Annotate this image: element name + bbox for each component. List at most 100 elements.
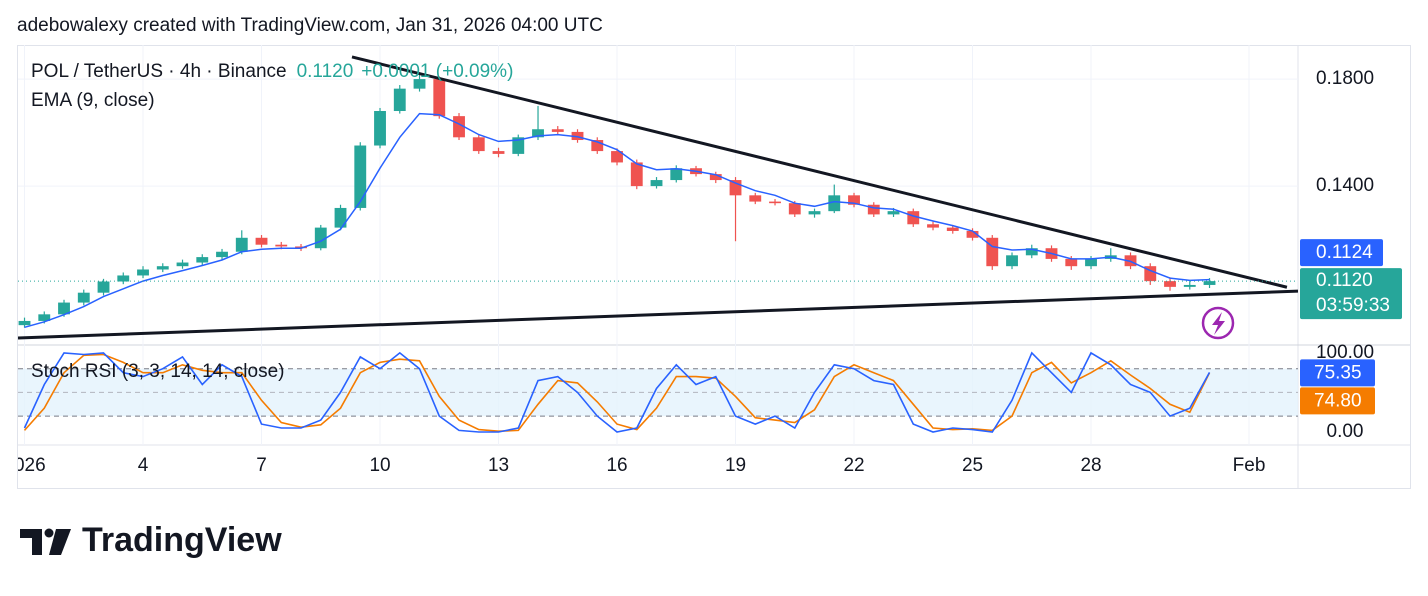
indicator-tag xyxy=(1300,359,1375,387)
trend-line xyxy=(351,55,1288,289)
stoch-line xyxy=(23,353,1211,433)
chart-frame xyxy=(17,45,1411,489)
x-tick-label: 28 xyxy=(1080,455,1101,476)
candle-body xyxy=(966,230,979,238)
candle-body xyxy=(314,227,327,249)
ema-tag-label: 0.1124 xyxy=(1316,242,1373,263)
alert-icon[interactable] xyxy=(1201,306,1235,340)
candle-body xyxy=(848,195,860,205)
candle-body xyxy=(1006,255,1018,267)
indicator-tag xyxy=(1300,387,1375,415)
candle-body xyxy=(788,203,801,215)
y-tick-label: 0.1800 xyxy=(1316,68,1374,89)
x-tick-label: 22 xyxy=(843,455,864,476)
indicator-tag-label: 74.80 xyxy=(1314,390,1362,411)
x-tick-label: 13 xyxy=(488,455,509,476)
legend: POL / TetherUS · 4h · Binance 0.1120 +0.00… xyxy=(31,61,513,382)
candle-body xyxy=(1203,281,1216,285)
candle-body xyxy=(986,237,999,267)
candle-body xyxy=(137,269,149,276)
x-tick-label: 10 xyxy=(369,455,390,476)
candle-body xyxy=(571,131,584,141)
candle-body xyxy=(1183,284,1196,287)
price-tag xyxy=(1300,268,1402,320)
symbol-title: POL / TetherUS · 4h · Binance xyxy=(31,61,287,82)
price-tag-label: 0.1120 xyxy=(1316,270,1373,291)
candle-body xyxy=(275,244,288,247)
ema-line xyxy=(24,112,1210,329)
candle-body xyxy=(1144,266,1157,282)
candle-body xyxy=(38,314,51,321)
attribution: adebowalexy created with TradingView.com… xyxy=(17,15,603,36)
x-tick-label: 7 xyxy=(256,455,267,476)
candle-body xyxy=(551,129,564,132)
logo-mark xyxy=(49,529,71,555)
logo-mark xyxy=(44,528,54,538)
price-change: +0.0001 (+0.09%) xyxy=(361,61,513,82)
candle-body xyxy=(77,292,90,303)
candle-body xyxy=(453,116,465,138)
brand-logo[interactable]: TradingView xyxy=(20,521,282,559)
candle-body xyxy=(749,195,762,202)
candle-body xyxy=(176,262,189,267)
candle-body xyxy=(58,302,70,315)
candle-body xyxy=(1025,248,1038,256)
candle-body xyxy=(887,211,900,215)
candle-body xyxy=(393,88,406,112)
last-price: 0.1120 xyxy=(297,61,354,82)
candle-body xyxy=(235,237,248,252)
candle-body xyxy=(156,266,169,270)
candle-body xyxy=(670,168,683,181)
indicator-pane xyxy=(18,351,1298,433)
countdown: 03:59:33 xyxy=(1316,295,1390,316)
ema-legend: EMA (9, close) xyxy=(31,90,155,111)
candle-body xyxy=(413,79,426,89)
candle-body xyxy=(946,227,959,231)
candle-body xyxy=(769,201,781,204)
candle-body xyxy=(532,129,544,138)
candle-body xyxy=(18,320,31,326)
ema-tag xyxy=(1300,239,1383,267)
trend-line xyxy=(18,289,1298,340)
candle-body xyxy=(472,137,485,152)
candle-body xyxy=(808,211,821,215)
x-tick-label: 4 xyxy=(138,455,149,476)
candle-body xyxy=(729,180,742,196)
x-tick-label: 2026 xyxy=(3,455,45,476)
candle-body xyxy=(492,151,505,154)
logo-mark xyxy=(20,529,42,555)
price-pane: 2026 4 7 10 13 16 19 22 25 28 Feb xyxy=(3,55,1298,476)
stoch-line xyxy=(23,351,1211,433)
axes: 0.1400 0.1800 0.1120 03:59:33 0.1124 100.00 0.… xyxy=(1300,68,1402,442)
candle-body xyxy=(591,140,604,152)
x-tick-label: Feb xyxy=(1233,455,1266,476)
indicator-legend: Stoch RSI (3, 3, 14, 14, close) xyxy=(31,361,284,382)
candle-body xyxy=(255,237,268,245)
x-tick-label: 25 xyxy=(962,455,983,476)
candle-body xyxy=(196,257,209,263)
indicator-tag-label: 75.35 xyxy=(1314,362,1362,383)
candle-body xyxy=(354,145,367,208)
candle-body xyxy=(907,211,920,225)
indicator-tick-label: 0.00 xyxy=(1327,421,1364,442)
x-tick-label: 16 xyxy=(606,455,627,476)
candle-body xyxy=(433,79,446,117)
candle-body xyxy=(1164,281,1176,287)
brand-name: TradingView xyxy=(82,521,282,559)
candle-body xyxy=(630,162,643,187)
candle-body xyxy=(512,137,525,154)
candle-body xyxy=(828,195,841,212)
alert-bolt xyxy=(1212,312,1225,335)
candle-body xyxy=(374,111,386,146)
candle-body xyxy=(709,174,722,181)
y-tick-label: 0.1400 xyxy=(1316,175,1374,196)
candle-body xyxy=(611,151,623,163)
candle-body xyxy=(867,204,880,215)
indicator-tick-label: 100.00 xyxy=(1316,342,1374,363)
candle-body xyxy=(216,251,228,258)
candle-body xyxy=(650,180,663,187)
candle-body xyxy=(1085,258,1097,267)
candle-body xyxy=(1065,258,1078,267)
